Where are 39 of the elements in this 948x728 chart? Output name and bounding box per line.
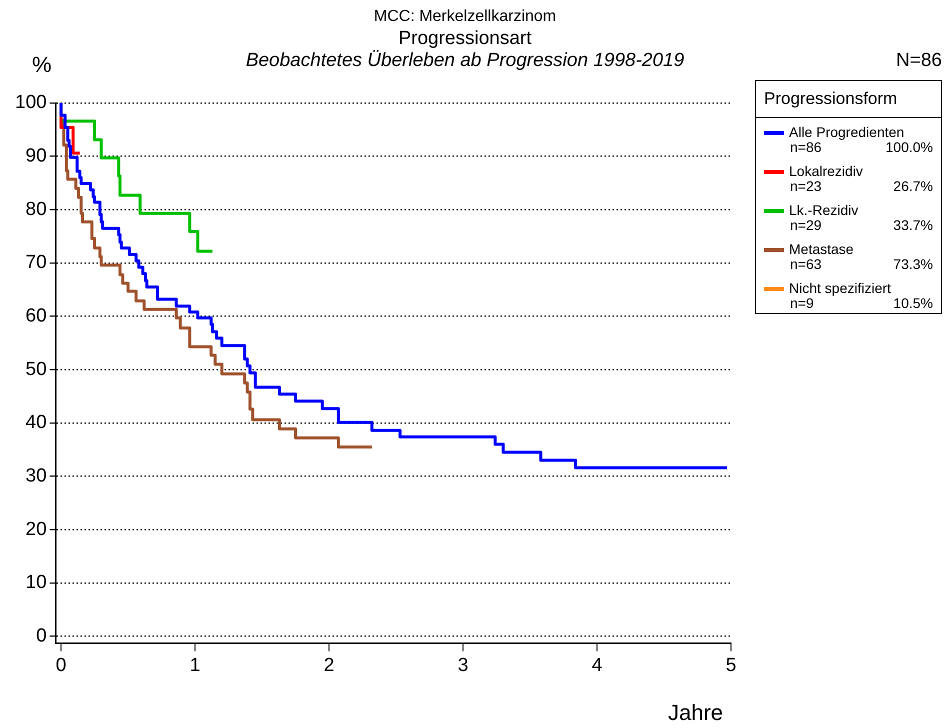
legend-label: Alle Progredienten [789,124,904,140]
text: 73.3% [893,256,933,272]
x-tick-label: 2 [324,654,334,676]
y-tick-label: 90 [26,146,47,167]
y-axis-title: % [32,52,52,78]
y-tick-label: 100 [15,92,47,114]
legend-label: Metastase [789,241,854,257]
text: n=23 [790,178,822,194]
chart-subtitle: Beobachtetes Überleben ab Progression 1998-2019 [246,50,684,71]
x-tick-label: 4 [592,654,603,676]
x-tick-label: 1 [190,654,200,676]
text: n=9 [790,295,814,311]
text: n=86 [790,139,822,155]
legend-title: Progressionsform [756,81,941,118]
y-tick-label: 40 [26,412,47,434]
x-tick-label: 0 [56,654,66,676]
text: MCC: Merkelzellkarzinom [372,8,558,26]
x-tick-label: 3 [458,654,468,676]
y-tick-label: 0 [36,626,47,646]
x-axis-title: Jahre [668,700,724,726]
text: 100.0% [886,139,933,155]
legend-label: Lk.-Rezidiv [789,202,858,218]
chart-title: Progressionsart [397,28,533,50]
y-tick-label: 10 [26,572,47,594]
text: 33.7% [893,217,933,233]
text: n=29 [790,217,822,233]
y-tick-label: 70 [26,252,47,274]
y-tick-label: 50 [26,358,47,380]
text: N=86 [896,50,942,72]
text: n=63 [790,256,822,272]
text: 26.7% [893,178,933,194]
y-tick-label: 60 [26,306,47,327]
y-tick-label: 20 [26,518,47,540]
legend-label: Nicht spezifiziert [789,280,891,296]
text: 10.5% [893,295,933,311]
legend-label: Lokalrezidiv [789,163,863,179]
x-tick-label: 5 [726,654,736,676]
y-tick-label: 80 [26,198,47,220]
y-tick-label: 30 [26,466,47,487]
